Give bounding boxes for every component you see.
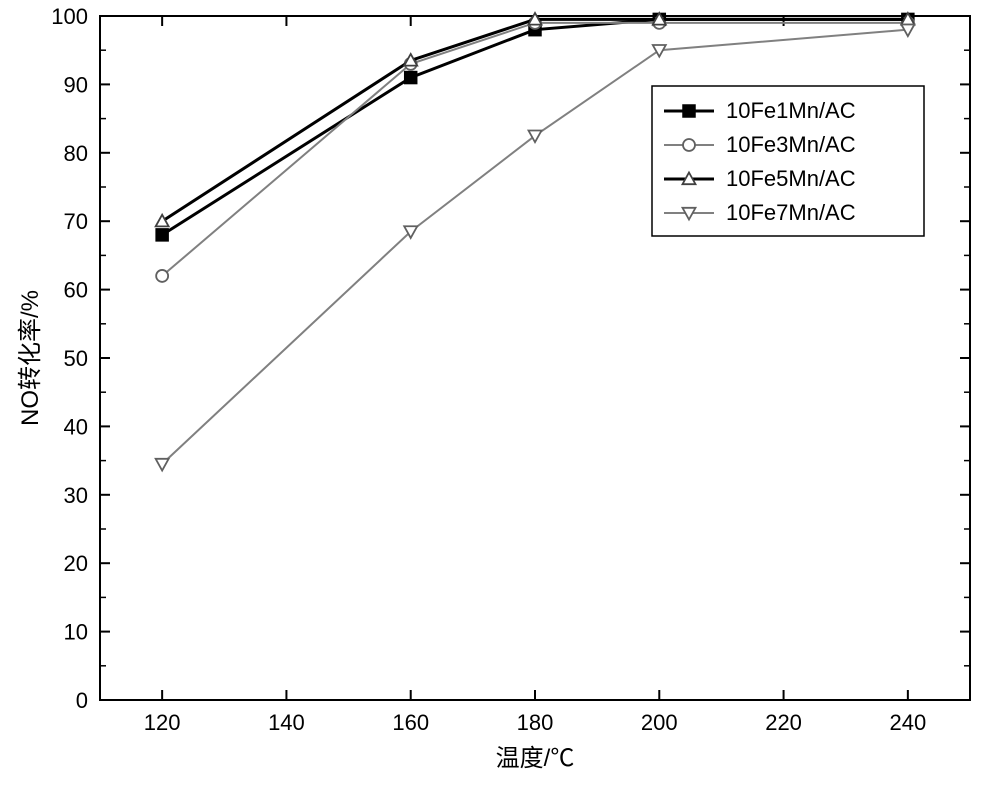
x-tick-label: 160: [392, 710, 429, 735]
x-tick-label: 180: [517, 710, 554, 735]
x-tick-label: 240: [889, 710, 926, 735]
y-tick-label: 90: [64, 72, 88, 97]
y-tick-label: 20: [64, 551, 88, 576]
x-tick-label: 120: [144, 710, 181, 735]
x-tick-label: 220: [765, 710, 802, 735]
y-tick-label: 60: [64, 278, 88, 303]
y-tick-label: 50: [64, 346, 88, 371]
y-tick-label: 0: [76, 688, 88, 713]
y-tick-label: 30: [64, 483, 88, 508]
y-tick-label: 80: [64, 141, 88, 166]
line-chart: 120 140 160 180 200 220 240 0 10 20 30 40 50 60 70 80 90…: [0, 0, 994, 799]
legend-item-label: 10Fe1Mn/AC: [726, 98, 856, 123]
x-tick-label: 200: [641, 710, 678, 735]
legend: 10Fe1Mn/AC 10Fe3Mn/AC 10Fe5Mn/AC 10Fe7Mn/AC: [652, 86, 924, 236]
x-tick-label: 140: [268, 710, 305, 735]
y-tick-label: 100: [51, 4, 88, 29]
legend-item-label: 10Fe3Mn/AC: [726, 132, 856, 157]
x-axis-label: 温度/℃: [496, 745, 575, 772]
y-tick-label: 70: [64, 209, 88, 234]
y-axis-label: NO转化率/%: [17, 290, 44, 426]
chart-container: 120 140 160 180 200 220 240 0 10 20 30 40 50 60 70 80 90…: [0, 0, 994, 799]
y-tick-label: 10: [64, 620, 88, 645]
legend-item-label: 10Fe5Mn/AC: [726, 166, 856, 191]
legend-item-label: 10Fe7Mn/AC: [726, 200, 856, 225]
y-tick-label: 40: [64, 414, 88, 439]
